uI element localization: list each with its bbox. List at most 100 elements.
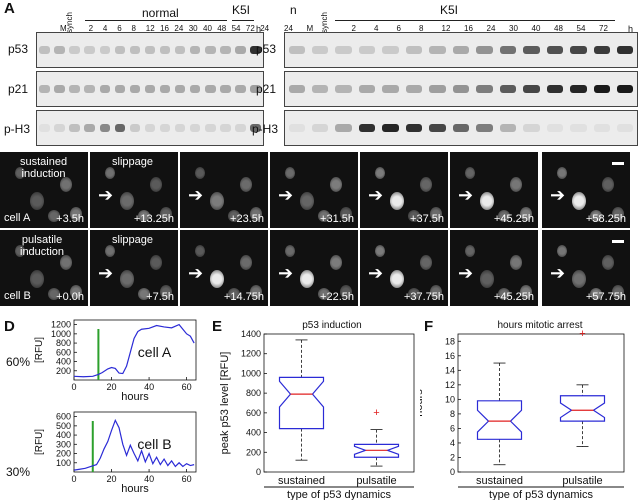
cell-nucleus bbox=[138, 210, 150, 222]
blot-band bbox=[288, 124, 305, 132]
x-tick-label: 0 bbox=[71, 474, 76, 484]
blot-band bbox=[129, 46, 141, 54]
y-tick-label: 600 bbox=[56, 347, 71, 357]
panel-label-f: F bbox=[424, 318, 434, 335]
y-tick-label: 100 bbox=[56, 458, 71, 468]
cell-nucleus bbox=[210, 270, 224, 288]
y-axis-label: hours bbox=[420, 389, 425, 417]
microscopy-frame: ➔ +45.25h bbox=[450, 230, 538, 306]
lane-label: 6 bbox=[117, 24, 122, 33]
y-tick-label: 200 bbox=[56, 449, 71, 459]
cell-nucleus bbox=[498, 288, 510, 300]
blot-band bbox=[546, 85, 564, 93]
blot-band bbox=[114, 124, 126, 132]
cell-nucleus bbox=[340, 285, 352, 299]
blot-band bbox=[250, 124, 261, 132]
blot-band bbox=[358, 124, 376, 132]
blot-band bbox=[523, 46, 540, 54]
lane-label: synch bbox=[65, 12, 75, 33]
blot-band bbox=[311, 124, 329, 132]
lane-label: synch bbox=[320, 12, 329, 33]
blot-band bbox=[159, 46, 171, 54]
frame-time: +23.5h bbox=[230, 213, 264, 225]
microscopy-frame: +3.5h sustained induction cell A bbox=[0, 152, 88, 228]
blot-band bbox=[114, 85, 126, 93]
notched-box bbox=[278, 376, 325, 430]
y-tick-label: 1000 bbox=[51, 329, 71, 339]
lane-label: 8 bbox=[419, 24, 424, 33]
scale-bar bbox=[612, 162, 624, 165]
arrow-icon: ➔ bbox=[278, 185, 294, 205]
blot-band bbox=[570, 46, 587, 54]
cell-nucleus bbox=[590, 210, 602, 222]
blot-left-h-unit: h bbox=[256, 24, 262, 34]
y-tick-label: 14 bbox=[445, 365, 455, 375]
lane-label: 2 bbox=[88, 24, 94, 33]
microscopy-frame: ➔ +7.5h slippage bbox=[90, 230, 178, 306]
cell-nucleus bbox=[520, 285, 532, 299]
cell-nucleus bbox=[240, 177, 252, 192]
y-tick-label: 16 bbox=[445, 351, 455, 361]
blot-left-p21-strip bbox=[36, 71, 264, 107]
blot-band bbox=[189, 85, 201, 93]
cell-nucleus bbox=[30, 270, 44, 288]
frame-annotation-induction: pulsatile induction bbox=[20, 234, 65, 258]
blot-left-p53-strip bbox=[36, 32, 264, 68]
y-tick-label: 600 bbox=[56, 412, 71, 422]
cell-nucleus bbox=[375, 167, 385, 179]
lane-label: 16 bbox=[464, 24, 473, 33]
cell-nucleus bbox=[240, 255, 252, 270]
y-tick-label: 400 bbox=[56, 430, 71, 440]
blot-band bbox=[382, 85, 399, 93]
cell-nucleus bbox=[430, 285, 442, 299]
lane-label: 40 bbox=[531, 24, 541, 33]
lane-label: 40 bbox=[203, 24, 212, 33]
x-tick-label: pulsatile bbox=[562, 475, 602, 487]
cell-nucleus bbox=[390, 192, 404, 210]
blot-band bbox=[335, 124, 352, 132]
lane-label: 12 bbox=[441, 24, 451, 33]
cell-nucleus bbox=[150, 177, 162, 192]
cell-nucleus bbox=[60, 255, 72, 270]
cell-nucleus bbox=[195, 245, 205, 257]
cell-nucleus bbox=[557, 245, 567, 257]
series-line bbox=[73, 418, 195, 471]
lane-label: 4 bbox=[374, 24, 379, 33]
cell-nucleus bbox=[318, 210, 330, 222]
arrow-icon: ➔ bbox=[458, 185, 474, 205]
y-tick-label: 800 bbox=[246, 388, 261, 398]
blot-band bbox=[570, 124, 587, 132]
lane-label: 24 bbox=[174, 24, 184, 33]
arrow-icon: ➔ bbox=[458, 263, 474, 283]
lane-label: 16 bbox=[160, 24, 169, 33]
blot-band bbox=[235, 46, 246, 54]
blot-band bbox=[452, 46, 470, 54]
blot-right-row-p21: p21 bbox=[256, 82, 277, 96]
blot-band bbox=[429, 46, 446, 54]
cell-nucleus bbox=[390, 270, 404, 288]
frame-time: +57.75h bbox=[585, 291, 626, 303]
blot-band bbox=[499, 85, 517, 93]
cell-nucleus bbox=[15, 245, 25, 257]
blot-left-ph3-strip bbox=[36, 110, 264, 146]
blot-band bbox=[220, 85, 231, 93]
cell-nucleus bbox=[408, 288, 420, 300]
blot-band bbox=[593, 124, 610, 132]
blot-band bbox=[452, 124, 470, 132]
blot-right-group-line bbox=[335, 20, 615, 21]
y-tick-label: 1000 bbox=[241, 368, 261, 378]
lane-label: 24 bbox=[486, 24, 496, 33]
blot-band bbox=[54, 85, 65, 93]
blot-band bbox=[129, 85, 141, 93]
blot-band bbox=[204, 85, 216, 93]
blot-band bbox=[593, 46, 610, 54]
frame-annotation-slippage: slippage bbox=[112, 234, 153, 246]
blot-band bbox=[429, 124, 446, 132]
y-tick-label: 4 bbox=[450, 438, 455, 448]
blot-band bbox=[84, 85, 95, 93]
cell-nucleus bbox=[30, 192, 44, 210]
blot-band bbox=[405, 85, 423, 93]
y-tick-label: 1400 bbox=[241, 329, 261, 339]
y-tick-label: 300 bbox=[56, 439, 71, 449]
